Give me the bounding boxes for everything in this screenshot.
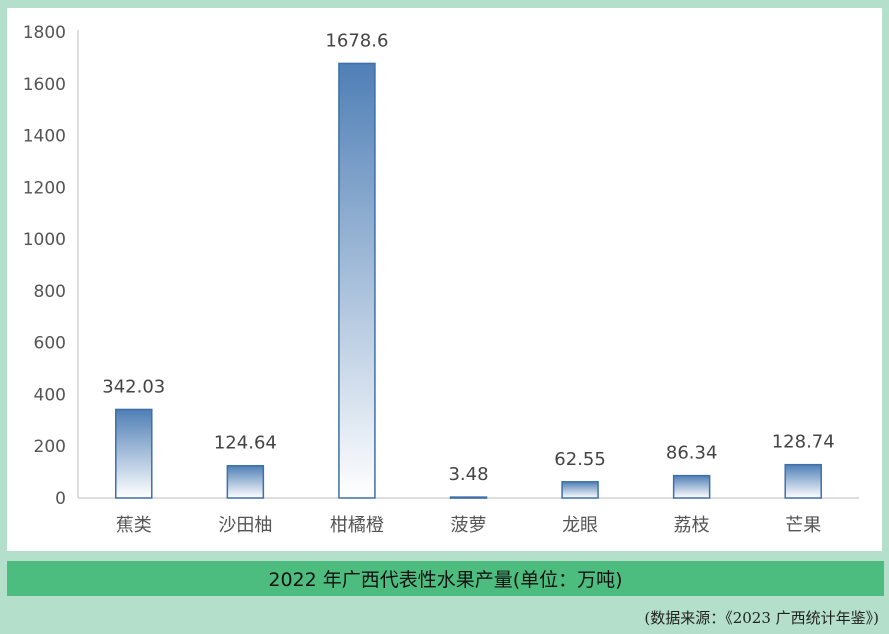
- data-label: 3.48: [448, 464, 488, 485]
- y-tick-label: 800: [34, 282, 66, 302]
- x-category-label: 菠萝: [451, 515, 487, 536]
- x-category-label: 蕉类: [116, 515, 152, 536]
- source-note: (数据来源：《2023 广西统计年鉴》): [644, 609, 879, 627]
- y-tick-label: 1000: [23, 230, 66, 250]
- y-tick-label: 200: [34, 437, 66, 457]
- x-category-label: 荔枝: [674, 515, 710, 536]
- bar-5: [672, 474, 711, 499]
- y-tick-label: 1200: [23, 178, 66, 198]
- x-category-label: 柑橘橙: [330, 515, 384, 536]
- y-tick-label: 400: [34, 385, 66, 405]
- bar-6: [784, 463, 822, 499]
- chart-panel: 0 200 400 600 800 1000 1200 1400 1600 1800 342.03…: [7, 8, 882, 551]
- data-label: 128.74: [772, 432, 835, 453]
- y-tick-label: 1800: [23, 23, 66, 43]
- bar-1: [226, 464, 265, 499]
- bar-0: [115, 408, 153, 499]
- bar-chart: 0 200 400 600 800 1000 1200 1400 1600 1800 342.03…: [23, 23, 859, 536]
- y-tick-label: 1600: [23, 75, 66, 95]
- y-tick-label: 1400: [23, 127, 66, 147]
- y-tick-label: 600: [34, 334, 66, 354]
- bar-2: [338, 62, 376, 499]
- data-label: 86.34: [666, 443, 718, 464]
- x-category-label: 龙眼: [562, 515, 598, 536]
- y-tick-label: 0: [55, 489, 66, 509]
- data-label: 62.55: [554, 449, 606, 470]
- caption-band: 2022 年广西代表性水果产量(单位：万吨): [7, 561, 884, 596]
- x-category-label: 沙田柚: [218, 515, 272, 536]
- data-label: 342.03: [102, 376, 165, 397]
- data-label: 124.64: [214, 433, 277, 454]
- bar-3: [449, 496, 488, 499]
- chart-caption: 2022 年广西代表性水果产量(单位：万吨): [268, 569, 623, 591]
- bar-4: [561, 481, 599, 499]
- x-category-label: 芒果: [785, 515, 821, 536]
- data-label: 1678.6: [325, 30, 388, 51]
